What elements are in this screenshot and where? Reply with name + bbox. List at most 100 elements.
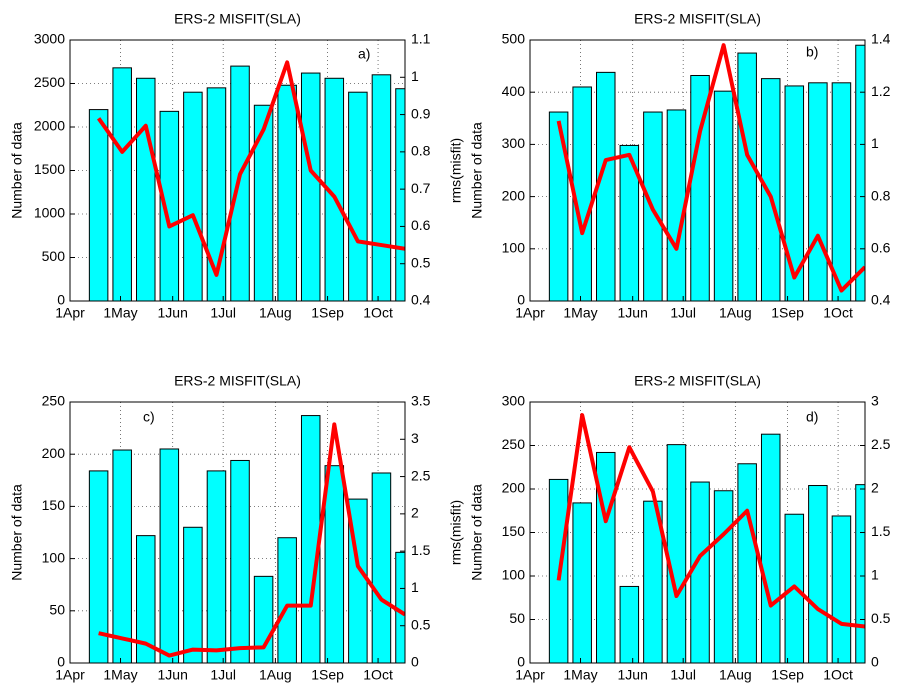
y-tick-label: 2000: [34, 118, 65, 134]
bar: [855, 484, 865, 663]
bar: [135, 77, 156, 301]
line: [96, 60, 405, 277]
y2-tick-label: 1.4: [871, 31, 891, 47]
annotation: c): [143, 409, 155, 425]
y-tick-label: 500: [502, 31, 526, 47]
bar: [112, 449, 132, 663]
y2-tick-label: 1: [871, 567, 879, 583]
y2-tick-label: 0.6: [871, 240, 891, 256]
bar: [619, 144, 640, 301]
bar: [690, 74, 710, 301]
bar: [643, 500, 663, 663]
bar: [737, 52, 757, 301]
y-tick-label: 1000: [34, 205, 65, 221]
bar: [666, 109, 687, 301]
x-tick-label: 1Aug: [719, 667, 752, 683]
x-tick-label: 1Aug: [259, 305, 292, 321]
bar: [808, 485, 828, 663]
bar: [666, 444, 687, 663]
x-tick-label: 1Apr: [515, 305, 545, 321]
y-tick-label: 300: [502, 393, 526, 409]
y2-axis-label: rms(misfit): [448, 138, 464, 203]
bar: [395, 88, 405, 301]
y-tick-label: 400: [502, 83, 526, 99]
y2-tick-label: 1.1: [411, 31, 431, 47]
annotation: a): [358, 46, 370, 62]
bar: [572, 502, 592, 663]
bar: [230, 65, 250, 301]
y-tick-label: 200: [502, 480, 526, 496]
y-tick-label: 100: [42, 549, 66, 565]
x-tick-label: 1Sep: [311, 305, 344, 321]
bar: [253, 104, 274, 301]
y2-tick-label: 0: [871, 654, 879, 670]
x-tick-label: 1Sep: [771, 305, 804, 321]
line: [556, 413, 865, 629]
y2-tick-label: 0.6: [411, 217, 431, 233]
y2-tick-label: 0.5: [411, 616, 431, 632]
bar: [371, 472, 392, 663]
y-tick-label: 0: [57, 292, 65, 308]
bar: [159, 110, 180, 301]
bar: [808, 82, 828, 301]
x-tick-label: 1May: [563, 667, 597, 683]
bar: [277, 84, 297, 301]
bar: [183, 91, 203, 301]
y2-tick-label: 2: [411, 505, 419, 521]
chart-title: ERS-2 MISFIT(SLA): [174, 11, 301, 27]
y-tick-label: 50: [509, 610, 525, 626]
y-tick-label: 250: [502, 436, 526, 452]
bar: [300, 415, 321, 663]
y-tick-label: 100: [502, 567, 526, 583]
x-tick-label: 1Aug: [719, 305, 752, 321]
bar: [112, 67, 132, 301]
bar: [253, 575, 274, 663]
y2-tick-label: 2: [871, 480, 879, 496]
plot-frame: [69, 401, 406, 664]
plot-area: [548, 413, 865, 663]
x-tick-label: 1Apr: [55, 305, 85, 321]
y2-tick-label: 2.5: [871, 436, 891, 452]
y-axis-label: Number of data: [9, 484, 25, 581]
y2-tick-label: 1.5: [871, 523, 891, 539]
y-tick-label: 150: [502, 523, 526, 539]
y2-tick-label: 0.4: [871, 292, 891, 308]
bar: [300, 72, 321, 301]
y-tick-label: 50: [49, 602, 65, 618]
bar: [88, 109, 109, 301]
y2-tick-label: 0.8: [871, 187, 891, 203]
y2-tick-label: 1: [871, 135, 879, 151]
y2-tick-label: 0.9: [411, 105, 431, 121]
x-tick-label: 1Sep: [311, 667, 344, 683]
y-axis-label: Number of data: [9, 122, 25, 219]
bar: [159, 448, 180, 663]
x-tick-label: 1Oct: [823, 305, 853, 321]
x-tick-label: 1Aug: [259, 667, 292, 683]
x-tick-label: 1Apr: [55, 667, 85, 683]
y2-tick-label: 0.5: [411, 254, 431, 270]
y-tick-label: 250: [42, 393, 66, 409]
bar: [760, 78, 781, 301]
panel: ERS-2 MISFIT(SLA) Number of data rms(misfi…: [9, 11, 464, 321]
y2-tick-label: 3.5: [411, 393, 431, 409]
x-tick-label: 1Jun: [618, 305, 648, 321]
bar: [324, 77, 345, 301]
annotation: b): [806, 44, 818, 60]
y-tick-label: 150: [42, 497, 66, 513]
y2-tick-label: 1: [411, 579, 419, 595]
y2-tick-label: 0: [411, 654, 419, 670]
y2-axis-label: rms(misfit): [908, 500, 909, 565]
y-tick-label: 2500: [34, 74, 65, 90]
x-tick-label: 1Oct: [363, 667, 393, 683]
plot-area: [548, 43, 865, 301]
y-axis-label: Number of data: [469, 122, 485, 219]
bar: [595, 71, 616, 301]
y2-tick-label: 3: [411, 430, 419, 446]
x-tick-label: 1Jul: [670, 667, 696, 683]
y2-tick-label: 3: [871, 393, 879, 409]
panel: ERS-2 MISFIT(SLA) Number of data rms(misfi…: [469, 373, 909, 683]
annotation: d): [806, 409, 818, 425]
y2-tick-label: 1.5: [411, 542, 431, 558]
y2-tick-label: 2.5: [411, 467, 431, 483]
